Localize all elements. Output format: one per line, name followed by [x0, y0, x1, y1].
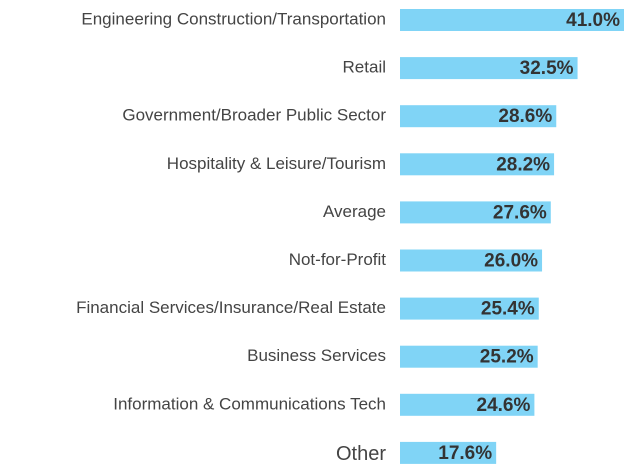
bar [400, 441, 497, 464]
category-label: Information & Communications Tech [113, 394, 386, 413]
bar [400, 297, 539, 320]
bar [400, 105, 557, 128]
value-label: 26.0% [484, 251, 538, 272]
category-label: Retail [343, 58, 386, 77]
bar [400, 201, 551, 224]
value-label: 25.4% [481, 299, 535, 320]
category-label: Not-for-Profit [289, 250, 387, 269]
value-label: 28.2% [496, 154, 550, 175]
value-label: 17.6% [438, 443, 492, 464]
category-label: Other [336, 443, 386, 464]
category-label: Government/Broader Public Sector [122, 106, 386, 125]
category-label: Hospitality & Leisure/Tourism [167, 154, 386, 173]
value-label: 41.0% [566, 10, 620, 31]
bar [400, 393, 535, 416]
category-label: Average [323, 202, 386, 221]
value-label: 24.6% [477, 395, 531, 416]
bar [400, 249, 543, 272]
value-label: 32.5% [520, 58, 574, 79]
bar [400, 153, 555, 176]
category-label: Engineering Construction/Transportation [81, 9, 386, 28]
category-label: Financial Services/Insurance/Real Estate [76, 298, 386, 317]
bar [400, 345, 538, 368]
bar [400, 57, 578, 80]
bar [400, 9, 624, 31]
value-label: 25.2% [480, 347, 534, 368]
value-label: 27.6% [493, 202, 547, 223]
category-label: Business Services [247, 346, 386, 365]
value-label: 28.6% [498, 106, 552, 127]
